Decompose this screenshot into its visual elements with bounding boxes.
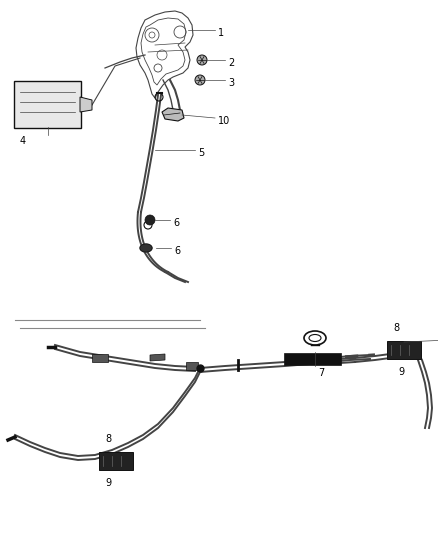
FancyBboxPatch shape xyxy=(284,353,341,365)
FancyBboxPatch shape xyxy=(387,341,421,359)
Text: 9: 9 xyxy=(105,478,111,488)
Text: 8: 8 xyxy=(105,434,111,444)
Text: 9: 9 xyxy=(398,367,404,377)
Polygon shape xyxy=(80,97,92,112)
Text: 5: 5 xyxy=(198,148,204,158)
Text: 1: 1 xyxy=(218,28,224,38)
Polygon shape xyxy=(150,354,165,361)
Text: 6: 6 xyxy=(173,218,179,228)
Text: 2: 2 xyxy=(228,58,234,68)
Text: 7: 7 xyxy=(318,368,324,378)
Text: 3: 3 xyxy=(228,78,234,88)
Circle shape xyxy=(195,75,205,85)
FancyBboxPatch shape xyxy=(14,81,81,128)
Text: 8: 8 xyxy=(393,323,399,333)
Circle shape xyxy=(197,55,207,65)
Text: 4: 4 xyxy=(20,136,26,146)
Circle shape xyxy=(145,215,155,225)
Text: 6: 6 xyxy=(174,246,180,256)
Polygon shape xyxy=(140,244,152,252)
Text: 10: 10 xyxy=(218,116,230,126)
Polygon shape xyxy=(186,362,198,370)
Polygon shape xyxy=(162,108,184,121)
Polygon shape xyxy=(92,354,108,362)
FancyBboxPatch shape xyxy=(99,452,133,470)
